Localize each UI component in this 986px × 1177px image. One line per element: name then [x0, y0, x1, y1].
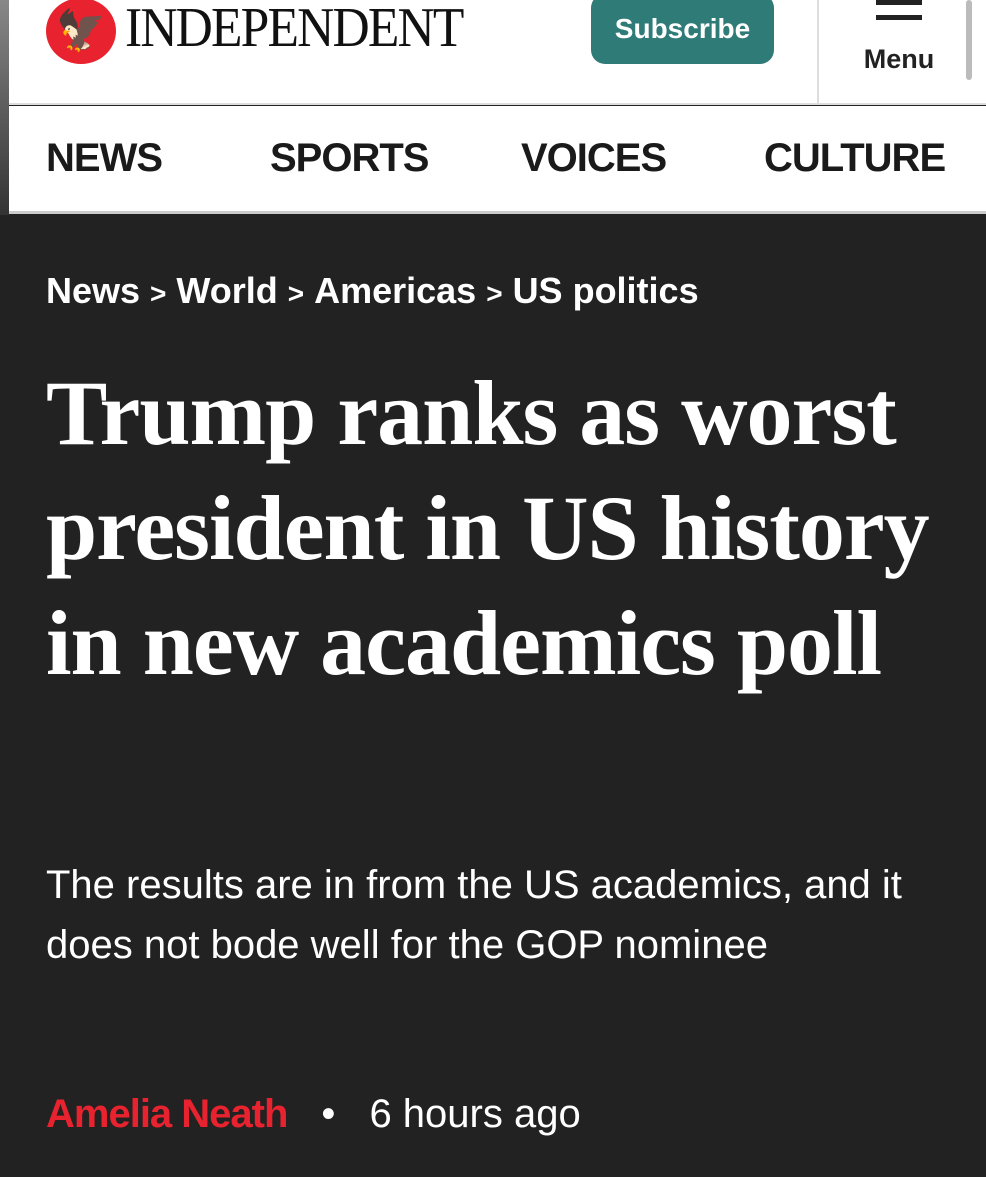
author-link[interactable]: Amelia Neath: [46, 1092, 288, 1136]
breadcrumb-news[interactable]: News: [46, 270, 141, 311]
breadcrumb-us-politics[interactable]: US politics: [512, 270, 699, 311]
breadcrumb-world[interactable]: World: [176, 270, 278, 311]
nav-sports[interactable]: SPORTS: [270, 136, 429, 180]
breadcrumb-separator: >: [150, 278, 167, 309]
standfirst: The results are in from the US academics…: [46, 863, 902, 967]
eagle-icon[interactable]: 🦅: [46, 0, 116, 64]
nav-voices[interactable]: VOICES: [521, 136, 667, 180]
breadcrumb-americas[interactable]: Americas: [314, 270, 477, 311]
subscribe-button[interactable]: Subscribe: [591, 0, 774, 64]
nav-culture[interactable]: CULTURE: [764, 136, 946, 180]
byline: Amelia Neath • 6 hours ago: [46, 1092, 581, 1137]
menu-label: Menu: [863, 44, 935, 74]
site-logo[interactable]: INDEPENDENT: [125, 0, 464, 59]
site-header: 🦅 INDEPENDENT Subscribe Menu: [9, 0, 986, 105]
section-nav: NEWS SPORTS VOICES CULTURE: [9, 106, 986, 214]
hamburger-icon: [876, 0, 922, 20]
nav-news[interactable]: NEWS: [46, 136, 163, 180]
window-edge: [0, 0, 9, 215]
menu-button[interactable]: Menu: [854, 0, 944, 90]
breadcrumb: News > World > Americas > US politics: [46, 270, 699, 312]
headline: Trump ranks as worst president in US his…: [46, 362, 930, 694]
breadcrumb-separator: >: [486, 278, 503, 309]
publish-time: 6 hours ago: [369, 1092, 581, 1136]
header-divider: [817, 0, 819, 105]
breadcrumb-separator: >: [287, 278, 305, 309]
scrollbar[interactable]: [966, 0, 972, 80]
byline-separator: •: [321, 1092, 336, 1136]
